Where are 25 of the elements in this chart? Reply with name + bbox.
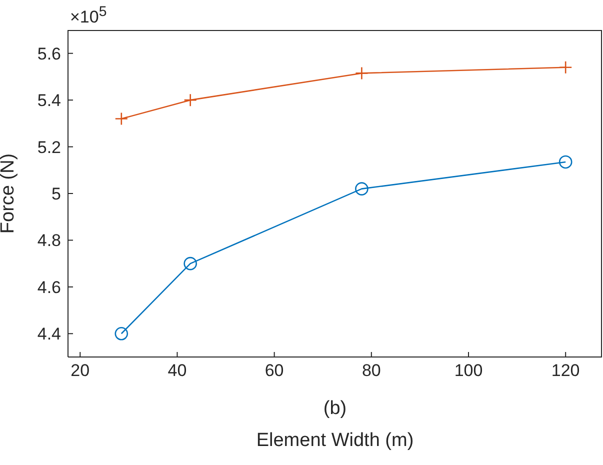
x-tick-label: 80: [362, 361, 381, 380]
point: [114, 112, 128, 126]
y-tick-label: 5: [52, 184, 61, 204]
y-tick-label: 5.4: [37, 91, 61, 110]
text: ×10$^{5}$: [70, 4, 107, 28]
point: [184, 256, 197, 270]
point: [355, 66, 368, 80]
y-axis-title: Force (N): [0, 153, 19, 234]
y-tick-label: 5.6: [37, 44, 61, 64]
x-tick-label: 100: [454, 361, 483, 380]
x-axis-title: Element Width (m): [255, 430, 415, 452]
y-tick-label: 4.8: [37, 231, 61, 250]
text: (b): [322, 398, 348, 420]
x-tick-label: 20: [70, 361, 90, 380]
point: [184, 93, 197, 107]
point: [114, 326, 128, 340]
point: [558, 60, 572, 74]
point: [558, 155, 572, 169]
x-tick-label: 120: [551, 361, 580, 380]
y-tick-label: 4.4: [37, 324, 61, 344]
point: [355, 182, 368, 196]
y-tick-label: 4.6: [37, 278, 61, 297]
x-tick-label: 60: [264, 361, 284, 380]
x-tick-label: 40: [168, 361, 187, 380]
y-tick-label: 5.2: [37, 138, 61, 157]
